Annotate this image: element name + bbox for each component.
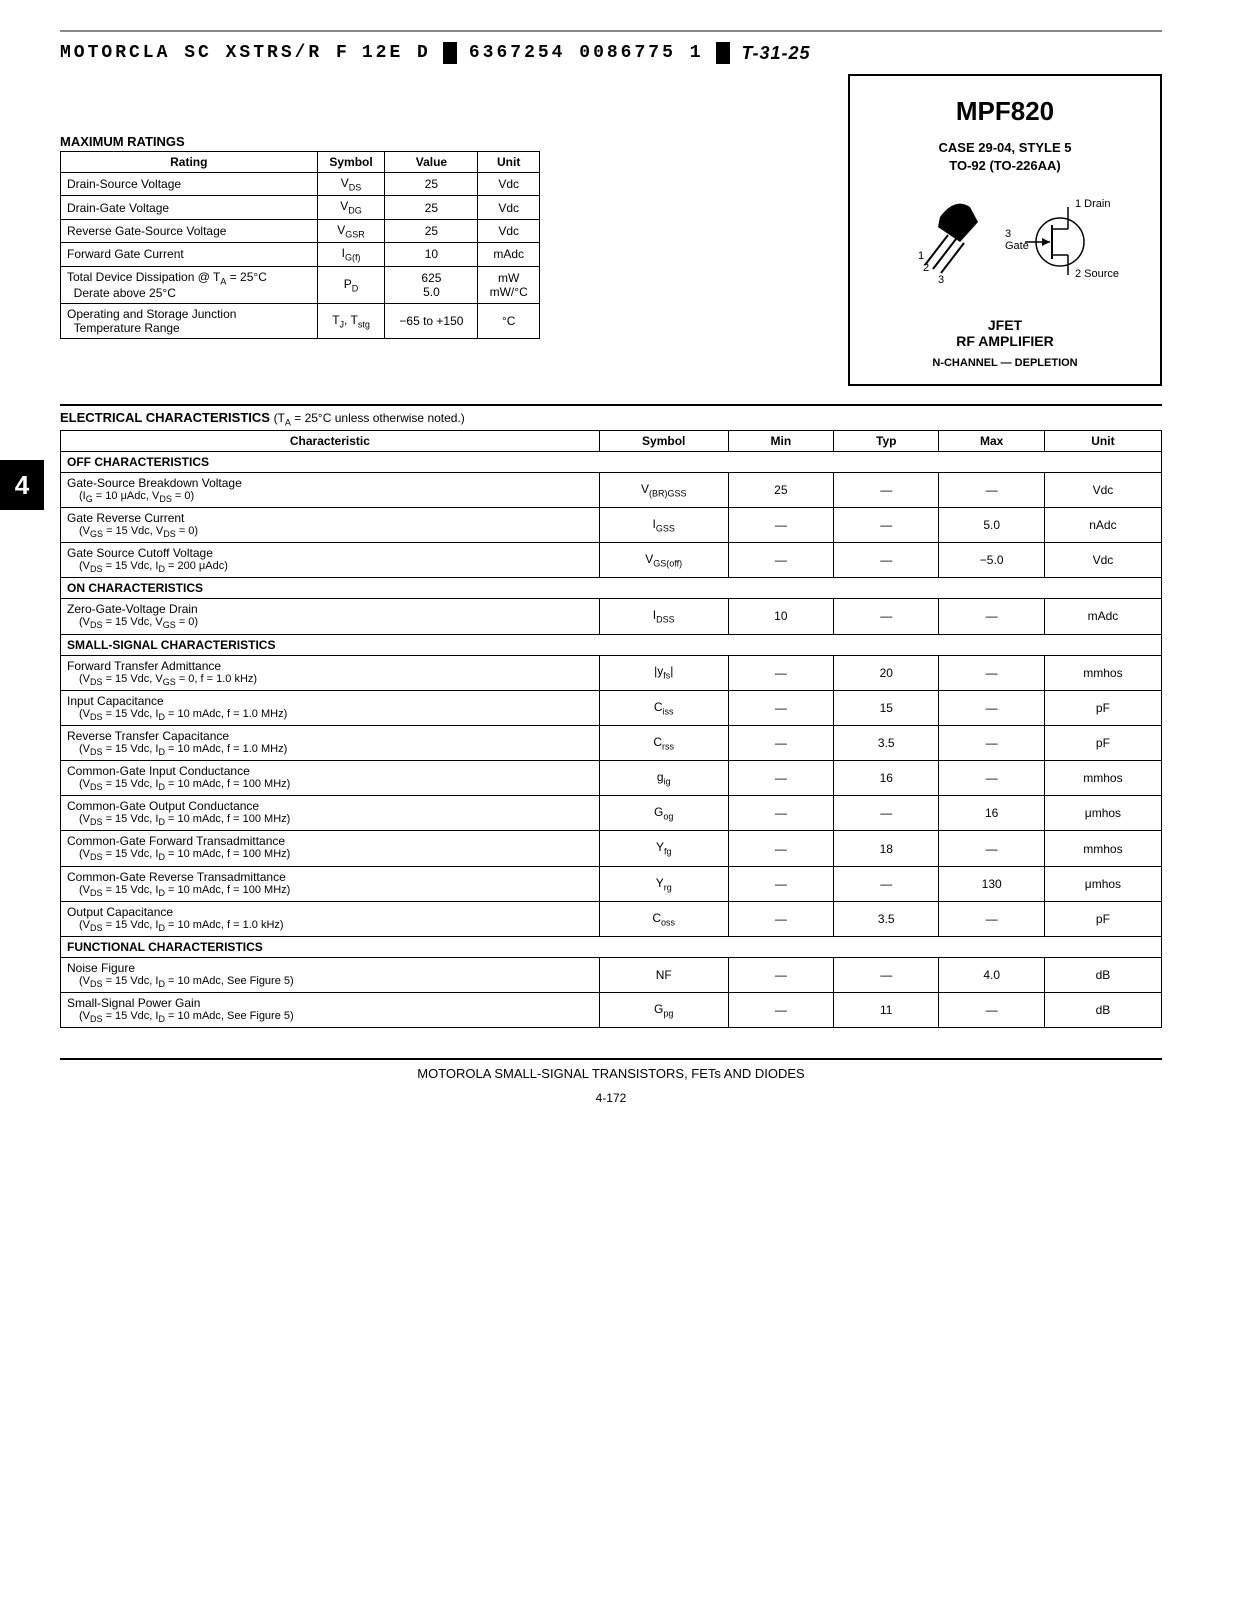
svg-text:3: 3 [938,274,944,286]
table-row: Reverse Gate-Source VoltageVGSR25Vdc [61,219,540,242]
svg-text:2: 2 [923,262,929,274]
table-row: Total Device Dissipation @ TA = 25°C Der… [61,266,540,303]
section-header-row: OFF CHARACTERISTICS [61,451,1162,472]
elec-note: (TA = 25°C unless otherwise noted.) [274,411,465,425]
case-line-2: TO-92 (TO-226AA) [949,158,1061,173]
case-line-1: CASE 29-04, STYLE 5 [939,140,1072,155]
elec-char-title: ELECTRICAL CHARACTERISTICS (TA = 25°C un… [60,404,1162,427]
svg-text:2 Source: 2 Source [1075,268,1119,280]
table-row: Drain-Source VoltageVDS25Vdc [61,173,540,196]
table-row: Gate Source Cutoff Voltage(VDS = 15 Vdc,… [61,543,1162,578]
table-row: Zero-Gate-Voltage Drain(VDS = 15 Vdc, VG… [61,599,1162,634]
part-info-box: MPF820 CASE 29-04, STYLE 5 TO-92 (TO-226… [848,74,1162,386]
hdr-mid2: 6367254 0086775 1 [469,43,704,63]
black-block-icon [443,42,457,64]
package-diagram-icon: 1 2 3 1 Drain 3 Gate 2 Source [890,187,1120,307]
max-ratings-table: RatingSymbolValueUnit Drain-Source Volta… [60,151,540,339]
elec-char-table: CharacteristicSymbolMinTypMaxUnit OFF CH… [60,430,1162,1029]
table-row: Noise Figure(VDS = 15 Vdc, ID = 10 mAdc,… [61,958,1162,993]
table-row: Common-Gate Reverse Transadmittance(VDS … [61,866,1162,901]
svg-text:1 Drain: 1 Drain [1075,198,1110,210]
rf-amp-label: RF AMPLIFIER [865,333,1145,349]
table-row: Forward Gate CurrentIG(f)10mAdc [61,243,540,266]
table-row: Operating and Storage Junction Temperatu… [61,303,540,338]
section-header-row: FUNCTIONAL CHARACTERISTICS [61,937,1162,958]
table-row: Gate Reverse Current(VGS = 15 Vdc, VDS =… [61,507,1162,542]
table-row: Common-Gate Output Conductance(VDS = 15 … [61,796,1162,831]
black-block-icon [716,42,730,64]
svg-text:Gate: Gate [1005,240,1029,252]
svg-text:1: 1 [918,250,924,262]
table-row: Small-Signal Power Gain(VDS = 15 Vdc, ID… [61,993,1162,1028]
table-row: Common-Gate Input Conductance(VDS = 15 V… [61,761,1162,796]
table-row: Common-Gate Forward Transadmittance(VDS … [61,831,1162,866]
table-row: Gate-Source Breakdown Voltage(IG = 10 μA… [61,472,1162,507]
section-header-row: SMALL-SIGNAL CHARACTERISTICS [61,634,1162,655]
svg-text:3: 3 [1005,228,1011,240]
table-row: Forward Transfer Admittance(VDS = 15 Vdc… [61,655,1162,690]
max-ratings-title: MAXIMUM RATINGS [60,134,818,149]
section-header-row: ON CHARACTERISTICS [61,578,1162,599]
jfet-label: JFET [865,317,1145,333]
page-section-tab: 4 [0,460,44,510]
table-row: Output Capacitance(VDS = 15 Vdc, ID = 10… [61,901,1162,936]
table-row: Reverse Transfer Capacitance(VDS = 15 Vd… [61,725,1162,760]
table-row: Drain-Gate VoltageVDG25Vdc [61,196,540,219]
channel-label: N-CHANNEL — DEPLETION [865,357,1145,369]
part-number: MPF820 [865,96,1145,127]
page-number: 4-172 [60,1091,1162,1105]
hdr-mid1: 12E D [362,43,431,63]
hdr-right: T-31-25 [742,43,811,64]
table-row: Input Capacitance(VDS = 15 Vdc, ID = 10 … [61,690,1162,725]
hdr-left: MOTORCLA SC XSTRS/R F [60,43,350,63]
footer-text: MOTOROLA SMALL-SIGNAL TRANSISTORS, FETs … [60,1066,1162,1081]
